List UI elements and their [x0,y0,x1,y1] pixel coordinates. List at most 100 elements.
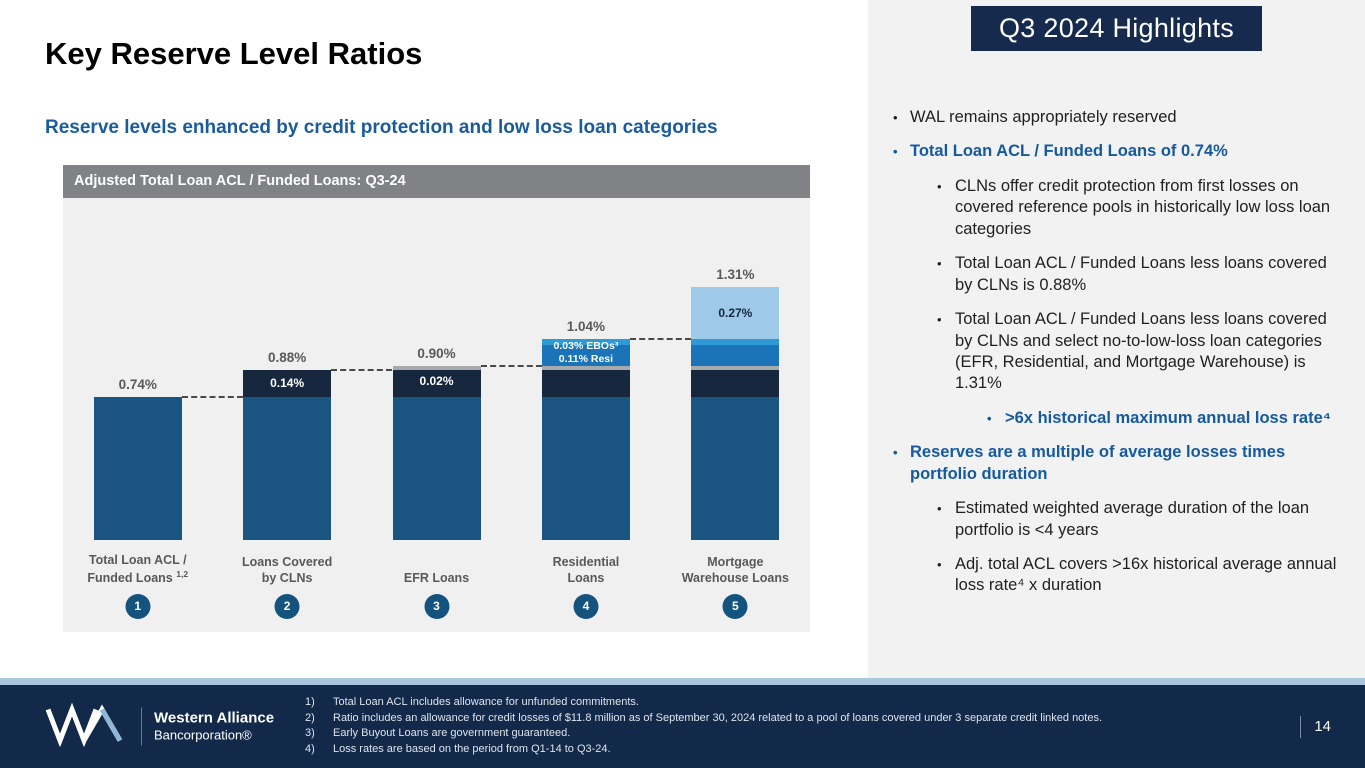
bullet-icon: • [893,144,898,160]
bar-number-badge: 3 [424,594,450,619]
footnote: 4) Loss rates are based on the period fro… [305,742,1102,758]
highlight-text: Total Loan ACL / Funded Loans less loans… [955,310,1327,393]
bar-category-label: Residential Loans [552,554,620,585]
bar-number-badge: 5 [722,594,748,619]
footnote-number: 4) [305,742,315,755]
page-title: Key Reserve Level Ratios [45,36,423,71]
brand-name-line1: Western Alliance [154,709,275,727]
bar-segment-ebo [541,339,630,346]
highlight-item: • Adj. total ACL covers >16x historical a… [892,554,1341,597]
footnote-text: Ratio includes an allowance for credit l… [333,711,1103,724]
bar [541,339,630,540]
highlights-title: Q3 2024 Highlights [970,6,1263,51]
bar-segment-mw [691,287,780,340]
bar [93,397,182,540]
bullet-icon: • [987,410,992,426]
highlight-text: Reserves are a multiple of average losse… [910,443,1286,483]
bar-segment-base [392,397,481,540]
bullet-icon: • [937,557,942,572]
bar-category-label: Loans Covered by CLNs [241,554,333,585]
bar-segment-label: 0.03% EBOs³ 0.11% Resi [553,339,619,365]
wal-logo-mark [45,702,129,751]
brand-name: Western Alliance Bancorporation® [154,708,274,744]
bullet-icon: • [937,312,942,328]
highlight-text: Adj. total ACL covers >16x historical av… [955,555,1337,595]
dashed-connector [181,396,244,399]
footnotes: 1) Total Loan ACL includes allowance for … [305,695,1102,757]
bar-segment-resi [541,345,630,367]
highlight-text: Estimated weighted average duration of t… [955,499,1310,539]
bar [691,287,780,540]
bar-column: 0.88% 0.14% Loans Covered by CLNs 2 [212,198,361,632]
page-number-block: 14 [1300,715,1331,738]
bar [392,366,481,540]
bullet-icon: • [893,110,898,125]
chart-header: Adjusted Total Loan ACL / Funded Loans: … [63,165,810,198]
highlights-list: • WAL remains appropriately reserved • Tota… [868,107,1365,597]
page-number: 14 [1314,718,1331,735]
highlight-item: • Estimated weighted average duration of … [892,498,1341,541]
chart-bars: 0.74% Total Loan ACL / Funded Loans 1,2 1 0.… [63,198,810,632]
bar-segment-efr [541,366,630,371]
highlight-item: • WAL remains appropriately reserved [892,107,1341,128]
highlights-panel: Q3 2024 Highlights • WAL remains appropri… [868,0,1365,678]
bar-segment-base [93,397,182,540]
footnote-text: Loss rates are based on the period from … [333,742,611,755]
highlight-item: • Reserves are a multiple of average loss… [892,442,1341,485]
bar-segment-label: 0.14% [270,376,305,391]
dashed-connector [629,338,692,341]
page-subtitle: Reserve levels enhanced by credit protec… [45,117,718,138]
footnote-number: 2) [305,711,315,724]
page-number-divider [1300,715,1302,738]
footnote: 3) Early Buyout Loans are government guar… [305,726,1102,742]
bar-segment-cln [541,370,630,398]
bar-column: 1.31% 0.27% Mortgage Warehouse Loans 5 [661,198,810,632]
bullet-icon: • [893,445,898,461]
bar-segment-efr [392,366,481,371]
brand-divider [141,707,142,746]
dashed-connector [480,365,542,368]
bar-category-label: Mortgage Warehouse Loans [681,554,789,585]
bar-segment-ebo [691,339,780,346]
bar-total-label: 0.74% [118,377,157,393]
bar [243,370,332,540]
highlight-text: Total Loan ACL / Funded Loans of 0.74% [910,142,1228,161]
bar-segment-base [243,397,332,540]
footer-accent-strip [0,678,1365,685]
bar-segment-resi [691,345,780,367]
highlight-text: Total Loan ACL / Funded Loans less loans… [955,254,1327,294]
bar-total-label: 0.88% [267,350,307,366]
bar-segment-base [541,397,630,540]
bar-number-badge: 1 [125,594,151,619]
bullet-icon: • [937,256,942,272]
footnote: 2) Ratio includes an allowance for credit… [305,711,1102,727]
highlight-item: • Total Loan ACL / Funded Loans less loan… [892,309,1341,395]
footnote-text: Total Loan ACL includes allowance for un… [333,696,639,708]
bar-total-label: 1.31% [716,267,755,283]
footer: Western Alliance Bancorporation® 1) Total… [0,685,1365,768]
bar-segment-label: 0.02% [419,374,454,389]
bar-column: 0.90% 0.02% EFR Loans 3 [362,198,511,632]
highlight-item: • Total Loan ACL / Funded Loans less loan… [892,253,1341,296]
footnote-text: Early Buyout Loans are government guaran… [333,727,571,739]
dashed-connector [331,369,393,372]
bullet-icon: • [937,178,942,194]
bar-number-badge: 2 [274,594,300,619]
highlight-text: CLNs offer credit protection from first … [955,176,1331,238]
footnote-number: 1) [305,696,315,708]
brand-block: Western Alliance Bancorporation® [45,702,274,751]
bar-column: 0.74% Total Loan ACL / Funded Loans 1,2 1 [63,198,212,632]
bar-total-label: 0.90% [417,346,456,362]
footnote: 1) Total Loan ACL includes allowance for … [305,695,1102,711]
chart-plot-area: 0.74% Total Loan ACL / Funded Loans 1,2 1 0.… [63,198,810,632]
bar-total-label: 1.04% [566,319,606,335]
bar-segment-label: 0.27% [718,305,753,320]
highlight-item: • CLNs offer credit protection from first… [892,176,1341,240]
bullet-icon: • [937,501,942,517]
highlight-item: • Total Loan ACL / Funded Loans of 0.74% [892,141,1341,162]
bar-segment-cln [243,370,332,398]
bar-column: 1.04% 0.03% EBOs³ 0.11% Resi Residential Loa… [511,198,660,632]
bar-segment-efr [691,366,780,371]
footnote-number: 3) [305,727,315,739]
bar-category-label: EFR Loans [403,570,470,585]
